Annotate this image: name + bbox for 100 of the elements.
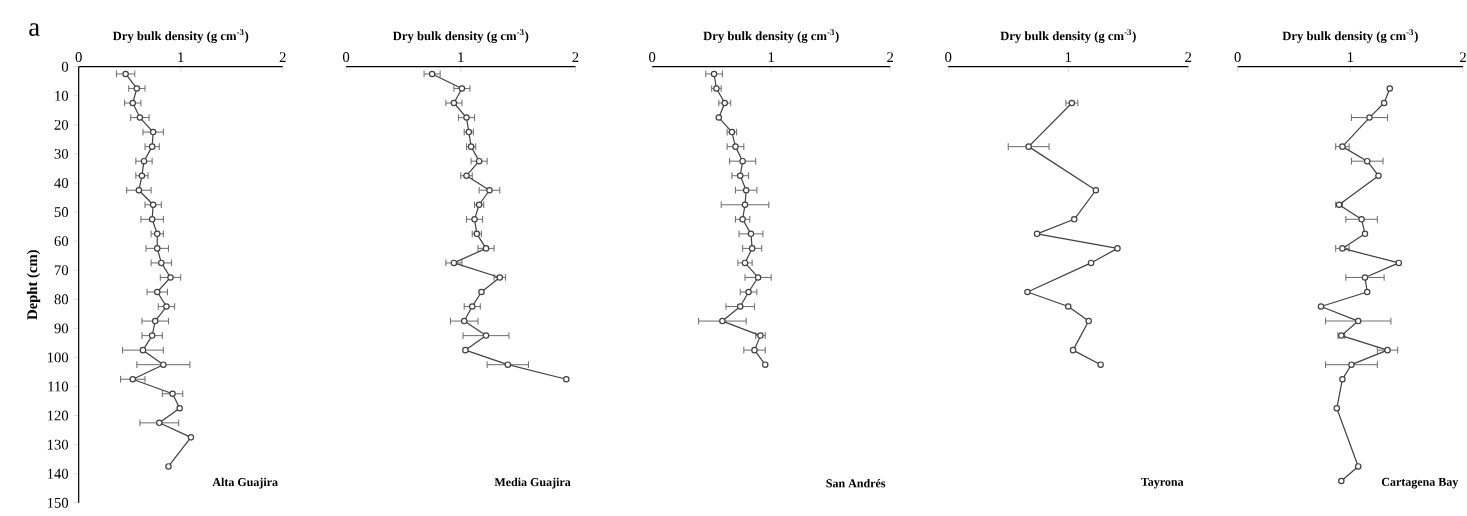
- x-tick-label: 0: [945, 52, 952, 62]
- y-tick-label: 130: [47, 439, 69, 450]
- point: [742, 186, 750, 194]
- point: [148, 143, 156, 150]
- point: [747, 230, 755, 238]
- point: [1087, 259, 1095, 267]
- point: [1097, 361, 1104, 368]
- y-tick-label: 90: [54, 323, 69, 334]
- point: [1339, 143, 1346, 150]
- point: [1363, 157, 1371, 165]
- point: [1395, 259, 1403, 267]
- x-tick-label: 2: [887, 52, 894, 62]
- point: [149, 201, 157, 208]
- point: [136, 114, 144, 121]
- point: [139, 346, 147, 354]
- y-tick-label: 150: [47, 497, 69, 508]
- x-tick-label: 2: [279, 52, 286, 62]
- point: [1384, 346, 1391, 354]
- point: [1085, 317, 1092, 325]
- y-tick-label: 120: [47, 410, 69, 421]
- y-tick-label: 20: [54, 119, 69, 130]
- point: [153, 245, 161, 252]
- y-tick-label: 0: [61, 61, 69, 72]
- x-axis-title: Dry bulk density (g cm$^{-3}$): [1000, 29, 1136, 43]
- point: [1354, 463, 1362, 470]
- x-tick-label: 0: [1234, 52, 1241, 62]
- point: [1361, 230, 1369, 238]
- annotation: Cartagena Bay: [1381, 477, 1459, 489]
- point: [739, 157, 746, 165]
- point: [1339, 245, 1346, 252]
- point: [736, 303, 744, 310]
- point: [460, 317, 468, 325]
- y-tick-label: 40: [54, 177, 69, 188]
- x-tick-label: 1: [178, 52, 184, 62]
- chart-title: a: [29, 23, 40, 36]
- point: [129, 99, 137, 107]
- x-axis-title: Dry bulk density (g cm$^{-3}$): [112, 29, 249, 43]
- point: [450, 99, 458, 107]
- point: [1092, 186, 1100, 194]
- point: [1025, 143, 1032, 150]
- point: [478, 288, 485, 296]
- point: [158, 259, 165, 267]
- point: [187, 434, 195, 441]
- point: [133, 85, 141, 92]
- x-tick-label: 2: [1459, 52, 1466, 62]
- point: [761, 361, 769, 368]
- point: [739, 216, 746, 223]
- point: [1358, 216, 1365, 223]
- point: [463, 114, 470, 121]
- point: [163, 303, 170, 310]
- x-tick-label: 1: [1347, 52, 1354, 62]
- point: [151, 317, 159, 325]
- y-tick-label: 140: [47, 468, 69, 479]
- point: [1070, 216, 1078, 223]
- point: [741, 201, 749, 208]
- y-tick-label: 60: [54, 236, 69, 247]
- point: [745, 288, 752, 296]
- point: [428, 70, 436, 78]
- point: [167, 274, 174, 281]
- point: [754, 274, 762, 281]
- point: [1338, 477, 1345, 485]
- point: [450, 259, 458, 267]
- point: [748, 245, 756, 252]
- y-tick-label: 100: [47, 352, 69, 363]
- point: [719, 317, 726, 325]
- point: [1363, 288, 1371, 296]
- y-axis-title: Depht (cm): [26, 250, 41, 320]
- x-tick-label: 2: [1185, 52, 1192, 62]
- point: [486, 186, 493, 194]
- x-tick-label: 1: [768, 52, 774, 62]
- point: [1386, 85, 1394, 92]
- point: [153, 288, 161, 296]
- point: [149, 128, 157, 136]
- point: [736, 172, 744, 179]
- x-tick-label: 2: [572, 52, 579, 62]
- point: [1064, 303, 1072, 310]
- y-tick-label: 70: [54, 265, 69, 276]
- y-tick-label: 110: [48, 381, 69, 392]
- x-tick-label: 0: [75, 52, 82, 62]
- point: [1069, 346, 1077, 354]
- annotation: Media Guajira: [494, 477, 571, 489]
- point: [129, 375, 137, 383]
- y-tick-label: 80: [54, 294, 69, 305]
- point: [471, 216, 478, 223]
- x-tick-label: 0: [649, 52, 656, 62]
- point: [148, 332, 156, 339]
- point: [135, 186, 143, 194]
- point: [475, 157, 483, 165]
- point: [482, 245, 490, 252]
- point: [563, 375, 570, 383]
- point: [165, 463, 172, 470]
- point: [1354, 317, 1362, 325]
- point: [1380, 99, 1388, 107]
- point: [751, 346, 758, 354]
- point: [1348, 361, 1355, 368]
- point: [710, 70, 718, 78]
- x-axis-title: Dry bulk density (g cm$^{-3}$): [392, 29, 529, 43]
- point: [1366, 114, 1373, 121]
- point: [715, 114, 723, 121]
- point: [468, 303, 476, 310]
